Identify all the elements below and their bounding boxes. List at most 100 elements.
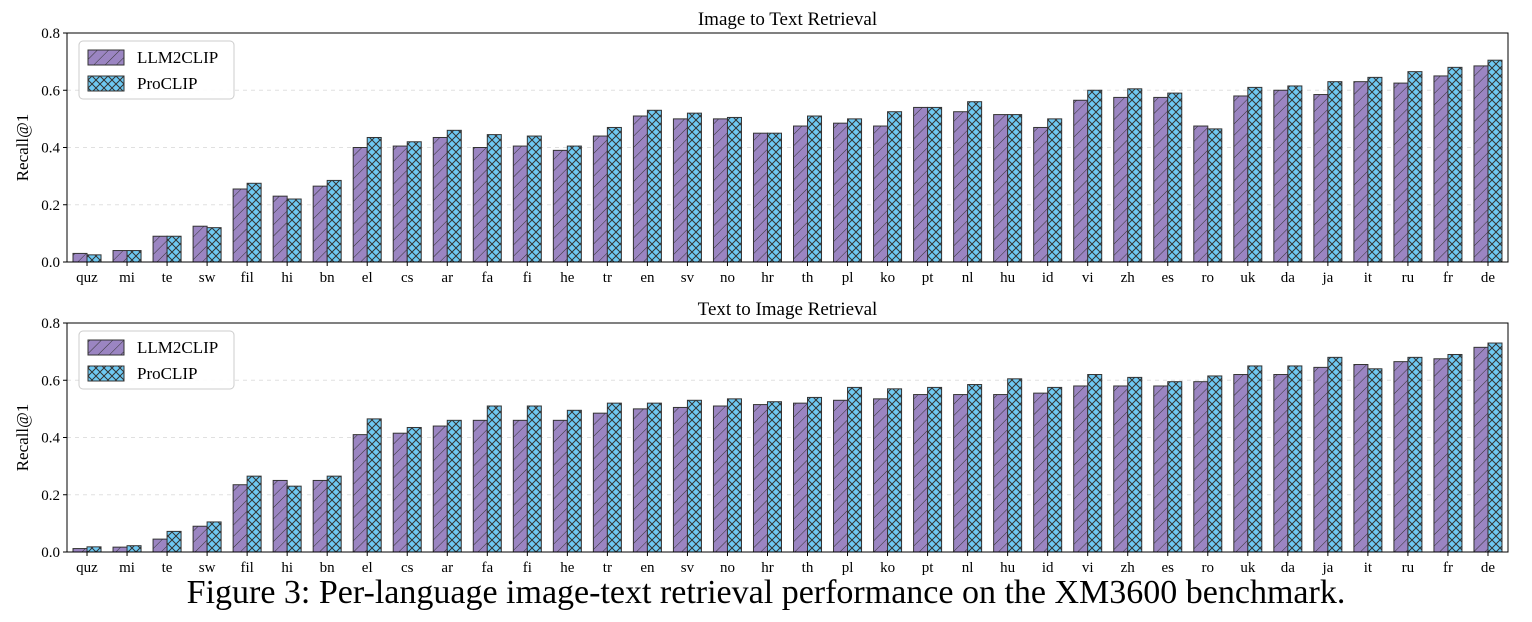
bar-hatch [927, 386, 943, 553]
x-tick-label-fr: fr [1443, 270, 1453, 286]
bar-hatch [686, 112, 702, 263]
bar-hatch [1273, 374, 1289, 553]
bar-llm2clip-uk [1233, 95, 1249, 263]
x-tick-label-te: te [162, 270, 173, 286]
bar-hatch [1487, 342, 1503, 553]
bar-llm2clip-ar [432, 425, 448, 553]
bar-hatch [592, 412, 608, 553]
y-tick-label: 0.4 [41, 141, 60, 157]
bar-hatch [246, 475, 262, 553]
bar-proclip-hu [1007, 378, 1023, 553]
bar-hatch [526, 405, 542, 553]
bar-hatch [993, 114, 1009, 263]
bar-llm2clip-vi [1073, 99, 1089, 263]
bar-proclip-fa [486, 405, 502, 553]
bar-llm2clip-ko [873, 398, 889, 553]
x-tick-label-el: el [362, 560, 373, 576]
x-tick-label-pl: pl [842, 560, 854, 576]
bar-proclip-vi [1087, 89, 1103, 263]
bar-hatch [1073, 385, 1089, 553]
bar-hatch [72, 252, 88, 263]
x-tick-label-sw: sw [199, 270, 216, 286]
legend-label-proclip: ProCLIP [137, 74, 197, 93]
x-tick-label-sv: sv [681, 270, 695, 286]
bar-hatch [86, 546, 102, 553]
bar-llm2clip-fil [232, 188, 248, 263]
bar-proclip-he [566, 409, 582, 553]
x-tick-label-uk: uk [1240, 560, 1256, 576]
bar-proclip-en [646, 109, 662, 263]
bar-hatch [1287, 85, 1303, 263]
x-tick-label-mi: mi [119, 560, 135, 576]
x-tick-label-da: da [1281, 270, 1296, 286]
bar-hatch [953, 394, 969, 553]
bar-llm2clip-hu [993, 114, 1009, 263]
bar-proclip-nl [967, 384, 983, 553]
bar-hatch [406, 426, 422, 553]
bar-hatch [1367, 368, 1383, 553]
bar-hatch [126, 250, 142, 263]
bar-hatch [927, 106, 943, 263]
chart-text-to-image: 0.0 0.2 0.4 0.6 0.8 quz mi te sw fil hi bn el cs ar fa f… [13, 299, 1509, 576]
x-tick-label-hi: hi [281, 560, 293, 576]
bar-hatch [1047, 118, 1063, 263]
y-tick-label: 0.8 [41, 316, 60, 332]
bar-llm2clip-fi [512, 145, 528, 263]
x-tick-label-hu: hu [1000, 560, 1016, 576]
x-tick-label-no: no [720, 560, 735, 576]
bar-proclip-bn [326, 475, 342, 553]
bar-proclip-id [1047, 118, 1063, 263]
bar-hatch [352, 147, 368, 263]
bar-llm2clip-es [1153, 385, 1169, 553]
bar-llm2clip-fa [472, 419, 488, 553]
bar-proclip-no [726, 398, 742, 553]
bar-hatch [232, 188, 248, 263]
y-tick-label: 0.4 [41, 431, 60, 447]
bar-llm2clip-quz [72, 548, 88, 553]
x-tick-label-ru: ru [1402, 560, 1415, 576]
bar-hatch [112, 546, 128, 553]
bar-proclip-ar [446, 129, 462, 263]
bar-proclip-da [1287, 365, 1303, 553]
bar-hatch [1273, 89, 1289, 263]
x-tick-label-it: it [1364, 270, 1373, 286]
bar-hatch [953, 111, 969, 263]
legend-swatch-proclip [87, 75, 125, 92]
bar-hatch [1113, 385, 1129, 553]
bar-hatch [472, 419, 488, 553]
bar-proclip-te [166, 235, 182, 263]
bar-proclip-cs [406, 426, 422, 553]
bar-hatch [1313, 366, 1329, 553]
bar-llm2clip-nl [953, 111, 969, 263]
x-tick-label-fi: fi [523, 270, 532, 286]
bar-llm2clip-it [1353, 364, 1369, 553]
bar-llm2clip-ro [1193, 125, 1209, 263]
bar-proclip-no [726, 116, 742, 263]
bar-proclip-el [366, 136, 382, 263]
x-tick-label-te: te [162, 560, 173, 576]
bar-hatch [366, 136, 382, 263]
bar-proclip-ro [1207, 375, 1223, 553]
bar-hatch [206, 521, 222, 553]
bar-proclip-fa [486, 134, 502, 263]
x-tick-label-es: es [1162, 560, 1175, 576]
bar-llm2clip-sw [192, 225, 208, 263]
bar-hatch [1047, 386, 1063, 553]
legend: LLM2CLIP ProCLIP [78, 330, 235, 390]
bar-hatch [406, 141, 422, 263]
bar-hatch [1447, 353, 1463, 553]
bar-hatch [1407, 356, 1423, 553]
x-tick-label-bn: bn [320, 560, 336, 576]
bar-hatch [1167, 92, 1183, 263]
plot-frame [66, 32, 1509, 263]
legend-swatch-llm2clip [87, 49, 125, 66]
x-tick-label-zh: zh [1121, 560, 1136, 576]
bar-proclip-en [646, 402, 662, 553]
bar-llm2clip-el [352, 434, 368, 553]
bar-proclip-vi [1087, 374, 1103, 553]
bar-llm2clip-ro [1193, 381, 1209, 553]
bar-hatch [392, 432, 408, 553]
bar-hatch [552, 419, 568, 553]
bar-hatch [1393, 361, 1409, 553]
bar-hatch [873, 398, 889, 553]
